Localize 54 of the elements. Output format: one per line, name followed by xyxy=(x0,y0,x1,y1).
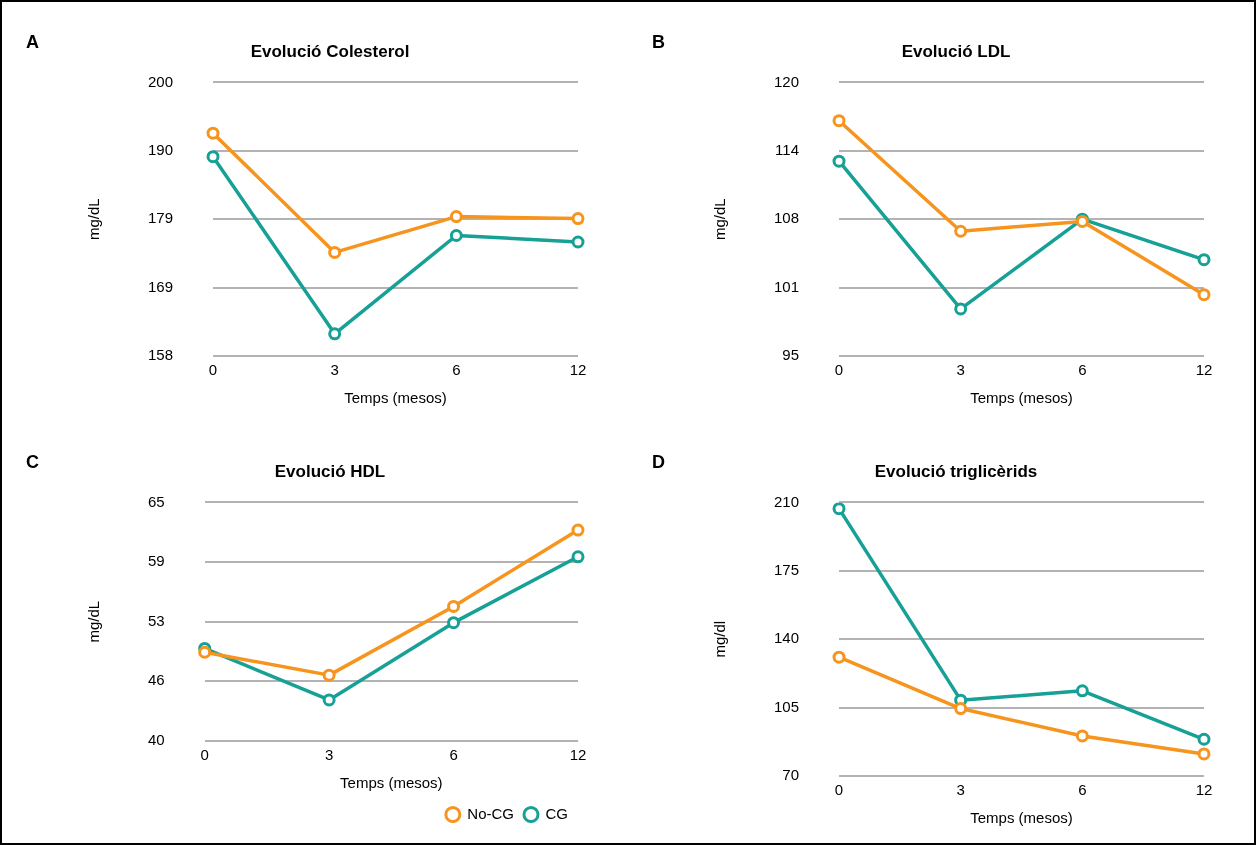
y-tick-label: 140 xyxy=(774,629,800,647)
y-axis-title: mg/dL xyxy=(85,198,103,241)
y-tick-label: 40 xyxy=(148,731,165,749)
chart-title: Evolució Colesterol xyxy=(250,41,410,61)
y-tick-label: 53 xyxy=(148,611,165,629)
y-tick-label: 70 xyxy=(782,766,800,784)
y-tick-label: 59 xyxy=(148,552,165,570)
x-tick-label: 12 xyxy=(569,746,587,764)
y-tick-label: 175 xyxy=(774,560,800,578)
x-tick-label: 12 xyxy=(1195,361,1213,379)
x-tick-label: 0 xyxy=(834,361,844,379)
x-tick-label: 3 xyxy=(956,781,965,799)
y-tick-label: 65 xyxy=(148,492,165,510)
x-tick-label: 12 xyxy=(569,361,587,379)
y-tick-label: 179 xyxy=(148,209,174,227)
y-tick-label: 101 xyxy=(774,277,800,295)
x-axis-title: Temps (mesos) xyxy=(970,389,1073,407)
y-tick-label: 200 xyxy=(148,72,174,90)
y-tick-label: 190 xyxy=(148,140,174,158)
y-axis-title: mg/dL xyxy=(85,600,103,643)
y-axis-title: mg/dl xyxy=(711,620,729,658)
x-tick-label: 3 xyxy=(956,361,965,379)
y-tick-label: 108 xyxy=(774,209,800,227)
text: C xyxy=(26,452,39,473)
y-tick-label: 105 xyxy=(774,697,800,715)
text: D xyxy=(652,452,665,473)
x-tick-label: 3 xyxy=(330,361,339,379)
x-axis-title: Temps (mesos) xyxy=(344,389,447,407)
y-tick-label: 120 xyxy=(774,72,800,90)
x-tick-label: 6 xyxy=(449,746,458,764)
y-tick-label: 210 xyxy=(774,492,800,510)
y-tick-label: 169 xyxy=(148,277,174,295)
chart-title: Evolució HDL xyxy=(274,461,386,481)
x-axis-title: Temps (mesos) xyxy=(970,809,1073,827)
x-tick-label: 0 xyxy=(200,746,209,764)
y-axis-title: mg/dL xyxy=(711,198,729,241)
legend-label: No-CG xyxy=(467,804,514,822)
x-tick-label: 6 xyxy=(1078,361,1087,379)
y-tick-label: 158 xyxy=(148,346,174,364)
x-tick-label: 6 xyxy=(452,361,461,379)
x-tick-label: 3 xyxy=(324,746,334,764)
y-tick-label: 95 xyxy=(782,346,800,364)
x-tick-label: 6 xyxy=(1078,781,1087,799)
x-tick-label: 12 xyxy=(1195,781,1213,799)
text: A xyxy=(26,32,39,53)
text: B xyxy=(652,32,665,53)
chart-title: Evolució LDL xyxy=(901,41,1011,61)
legend-label: CG xyxy=(545,804,568,822)
x-tick-label: 0 xyxy=(834,781,844,799)
y-tick-label: 46 xyxy=(148,671,165,689)
chart-title: Evolució triglicèrids xyxy=(874,461,1038,481)
y-tick-label: 114 xyxy=(775,140,800,158)
x-tick-label: 0 xyxy=(208,361,218,379)
x-axis-title: Temps (mesos) xyxy=(340,774,443,792)
